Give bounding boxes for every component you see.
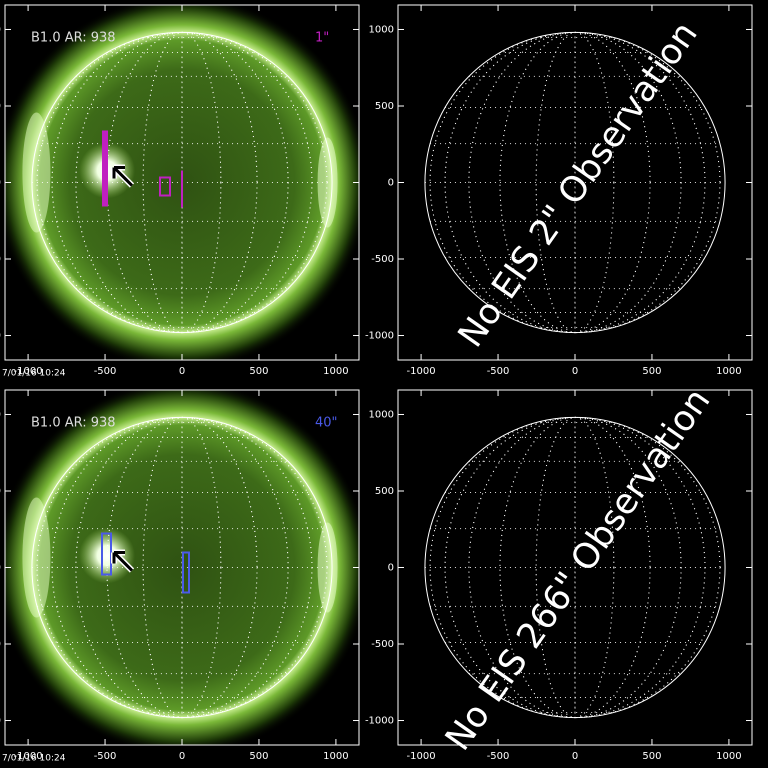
y-tick-label: 1000 bbox=[369, 409, 394, 420]
limb bbox=[31, 31, 333, 334]
x-tick-label: 1000 bbox=[323, 366, 348, 377]
y-tick-label: 500 bbox=[0, 101, 1, 112]
y-tick-label: -500 bbox=[371, 639, 394, 650]
y-tick-label: 1000 bbox=[369, 24, 394, 35]
east-limb-glow bbox=[22, 112, 51, 233]
slit-box bbox=[159, 176, 171, 197]
y-tick-label: -1000 bbox=[365, 331, 394, 342]
panel: No EIS 266" Observation-1000 -500 0 500 1000… bbox=[365, 382, 753, 762]
slit-raster bbox=[102, 130, 108, 207]
y-tick-label: -500 bbox=[371, 254, 394, 265]
limb bbox=[424, 31, 726, 334]
y-tick-label: -500 bbox=[0, 639, 1, 650]
meridian bbox=[535, 416, 615, 719]
meridian bbox=[142, 31, 222, 334]
panel: B1.0 AR: 938 1"7/01/16 10:24-1000 -500 0 500… bbox=[0, 4, 360, 379]
y-tick-label: 500 bbox=[0, 486, 1, 497]
x-tick-label: 1000 bbox=[323, 751, 348, 762]
meridian bbox=[535, 31, 615, 334]
x-tick-label: -500 bbox=[487, 751, 510, 762]
arrow bbox=[112, 551, 134, 572]
arrow bbox=[112, 166, 134, 187]
sun-disk bbox=[5, 390, 359, 745]
x-tick-label: -1000 bbox=[407, 366, 436, 377]
x-tick-label: -1000 bbox=[407, 751, 436, 762]
slit-label: 1" bbox=[315, 31, 329, 46]
y-tick-label: 1000 bbox=[0, 24, 1, 35]
x-tick-label: 0 bbox=[179, 751, 185, 762]
y-tick-label: -1000 bbox=[0, 716, 1, 727]
limb bbox=[424, 416, 726, 719]
x-tick-label: -500 bbox=[94, 751, 117, 762]
y-tick-label: 500 bbox=[375, 101, 394, 112]
x-tick-label: 1000 bbox=[716, 366, 741, 377]
y-tick-label: -500 bbox=[0, 254, 1, 265]
meridian bbox=[142, 416, 222, 719]
x-tick-label: 500 bbox=[249, 751, 268, 762]
panel-label: B1.0 AR: 938 bbox=[31, 31, 116, 46]
y-tick-label: 0 bbox=[0, 563, 1, 574]
y-tick-label: 0 bbox=[0, 178, 1, 189]
east-limb-glow bbox=[22, 497, 51, 618]
x-tick-label: 0 bbox=[572, 751, 578, 762]
panel-content bbox=[424, 31, 726, 334]
timestamp: 7/01/16 10:24 bbox=[2, 369, 66, 379]
y-tick-label: -1000 bbox=[365, 716, 394, 727]
y-tick-label: 1000 bbox=[0, 409, 1, 420]
x-tick-label: 0 bbox=[179, 366, 185, 377]
meridian bbox=[468, 31, 682, 334]
x-tick-label: -1000 bbox=[14, 366, 43, 377]
no-observation: No EIS 2" Observation bbox=[451, 15, 706, 355]
sun-disk bbox=[5, 5, 359, 360]
slit-label: 40" bbox=[315, 416, 338, 431]
panel-label: B1.0 AR: 938 bbox=[31, 416, 116, 431]
x-tick-label: 0 bbox=[572, 366, 578, 377]
meridian bbox=[75, 416, 289, 719]
panel-content bbox=[424, 416, 726, 719]
x-tick-label: 500 bbox=[249, 366, 268, 377]
panel-content bbox=[5, 5, 359, 360]
slit-box bbox=[182, 551, 190, 594]
x-tick-label: -500 bbox=[94, 366, 117, 377]
x-tick-label: -1000 bbox=[14, 751, 43, 762]
timestamp: 7/01/16 10:24 bbox=[2, 754, 66, 764]
panel: B1.0 AR: 938 40"7/01/16 10:24-1000 -500 0 50… bbox=[0, 389, 360, 764]
y-tick-label: -1000 bbox=[0, 331, 1, 342]
panel: No EIS 2" Observation -1000 -500 0 500 1000 -1… bbox=[365, 4, 753, 377]
meridian bbox=[75, 31, 289, 334]
panel-content bbox=[5, 390, 359, 745]
x-tick-label: -500 bbox=[487, 366, 510, 377]
y-tick-label: 500 bbox=[375, 486, 394, 497]
x-tick-label: 500 bbox=[642, 751, 661, 762]
no-observation: No EIS 266" Observation bbox=[438, 382, 718, 759]
x-tick-label: 500 bbox=[642, 366, 661, 377]
y-tick-label: 0 bbox=[388, 563, 394, 574]
limb bbox=[31, 416, 333, 719]
y-tick-label: 0 bbox=[388, 178, 394, 189]
meridian bbox=[468, 416, 682, 719]
x-tick-label: 1000 bbox=[716, 751, 741, 762]
